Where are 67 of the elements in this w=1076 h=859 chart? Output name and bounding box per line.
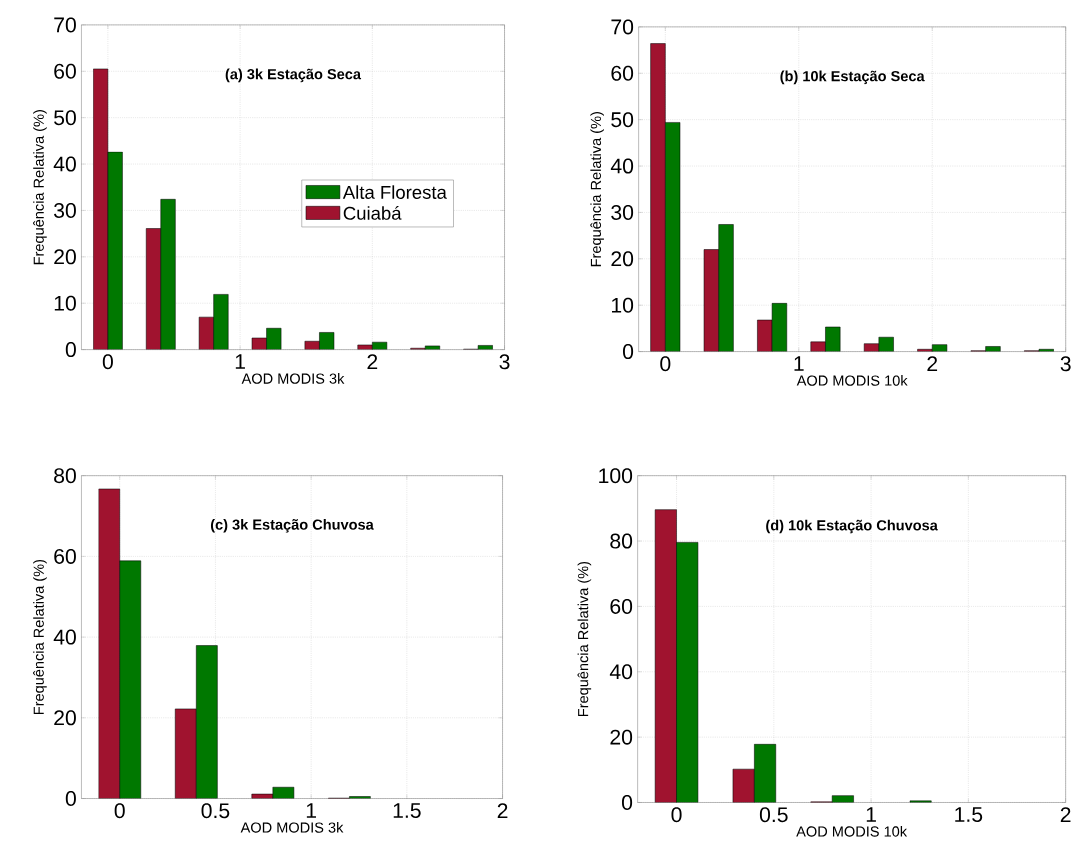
y-tick-label: 60 [54,63,76,79]
y-tick-label: 20 [54,249,76,265]
y-tick-label: 60 [610,598,633,614]
y-tick-label: 20 [611,251,634,267]
bar [98,488,120,799]
x-tick-label: 1 [866,807,876,822]
x-tick-label: 2 [367,354,378,370]
bar [119,560,142,799]
x-tick-label: 2 [1060,807,1071,822]
text: (c) 3k Estação Chuvosa [210,519,374,533]
y-tick-label: 100 [599,468,633,484]
bar [160,198,176,350]
y-tick-label: 30 [611,204,634,220]
y-tick-label: 70 [54,17,76,33]
x-tick-label: 2 [927,356,938,372]
text: (b) 10k Estação Seca [780,70,925,85]
bar [213,294,229,350]
y-tick-label: 50 [611,112,634,128]
y-axis-title: Frequência Relativa (%) [33,559,47,714]
y-tick-label: 20 [54,710,76,726]
y-tick-label: 80 [610,533,633,549]
x-tick-label: 1 [794,356,804,371]
y-tick-label: 40 [53,156,76,172]
x-tick-label: 1 [235,354,245,369]
y-tick-label: 40 [610,158,634,174]
x-tick-label: 0.5 [759,807,788,823]
x-tick-label: 2 [497,803,508,818]
x-axis-title: AOD MODIS 3k [240,821,344,833]
bar [718,224,734,352]
x-tick-label: 0 [660,356,671,372]
bar [174,708,197,799]
y-tick-label: 50 [54,110,76,126]
y-tick-label: 30 [54,202,76,218]
x-tick-label: 0 [671,807,682,823]
x-tick-label: 1.5 [393,803,421,818]
y-axis-title: Frequência Relativa (%) [33,110,47,265]
x-axis-title: AOD MODIS 10k [796,825,908,837]
y-tick-label: 70 [611,19,634,35]
x-axis-title: AOD MODIS 10k [796,375,908,386]
bar [196,645,218,799]
bar [754,744,777,803]
x-tick-label: 3 [499,354,510,370]
text: (d) 10k Estação Chuvosa [766,519,938,534]
y-axis-title: Frequência Relativa (%) [590,112,604,267]
y-tick-label: 40 [609,664,633,680]
y-tick-label: 10 [54,295,76,311]
y-tick-label: 40 [53,629,76,645]
y-tick-label: 0 [65,342,76,358]
y-tick-label: 20 [610,729,633,745]
y-tick-label: 0 [623,344,634,360]
x-tick-label: 0 [102,354,113,370]
legend-label: Alta Floresta [342,185,447,199]
text: (a) 3k Estação Seca [225,68,362,83]
x-tick-label: 1.5 [955,807,983,822]
y-tick-label: 80 [54,468,76,484]
x-tick-label: 3 [1060,356,1071,372]
legend-label: Cuiabá [343,205,402,220]
x-tick-label: 0.5 [201,803,230,819]
y-tick-label: 60 [54,548,76,564]
x-tick-label: 0 [114,803,125,819]
y-tick-label: 60 [611,65,634,81]
x-axis-title: AOD MODIS 3k [241,373,345,384]
y-axis-title: Frequência Relativa (%) [577,561,592,716]
bar [676,542,699,803]
x-tick-label: 1 [306,803,316,818]
y-tick-label: 10 [612,297,634,313]
y-tick-label: 0 [65,790,76,806]
